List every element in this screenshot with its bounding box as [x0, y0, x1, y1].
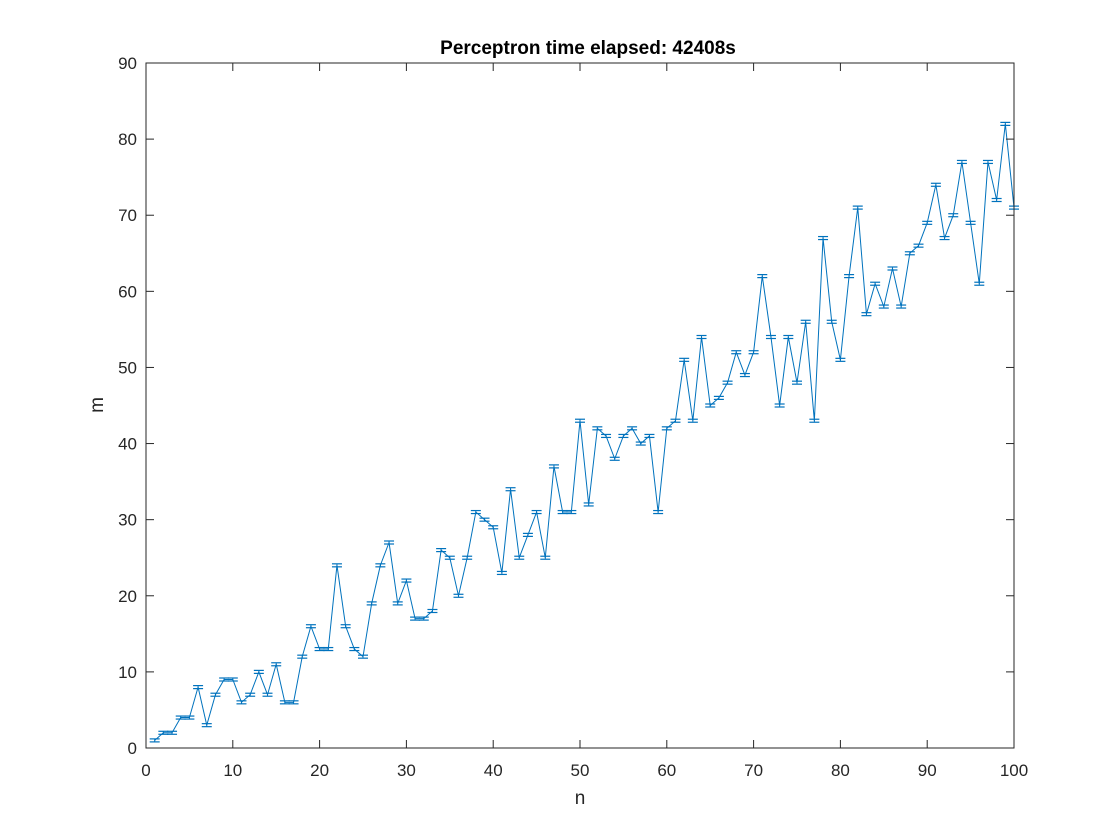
x-tick-label: 60	[657, 761, 676, 780]
y-tick-label: 30	[118, 511, 137, 530]
y-tick-label: 60	[118, 282, 137, 301]
x-tick-label: 30	[397, 761, 416, 780]
y-tick-label: 90	[118, 54, 137, 73]
y-tick-label: 70	[118, 206, 137, 225]
x-tick-label: 40	[484, 761, 503, 780]
y-tick-label: 40	[118, 435, 137, 454]
y-tick-label: 50	[118, 358, 137, 377]
plot-area	[146, 63, 1014, 748]
y-tick-label: 10	[118, 663, 137, 682]
x-tick-label: 50	[571, 761, 590, 780]
y-tick-label: 0	[128, 739, 137, 758]
x-axis-label: n	[575, 788, 586, 809]
x-tick-label: 80	[831, 761, 850, 780]
chart-title: Perceptron time elapsed: 42408s	[440, 38, 736, 59]
series-line	[154, 123, 1015, 741]
x-tick-label: 10	[223, 761, 242, 780]
y-tick-label: 20	[118, 587, 137, 606]
x-tick-label: 20	[310, 761, 329, 780]
x-tick-label: 100	[1000, 761, 1028, 780]
y-tick-label: 80	[118, 130, 137, 149]
x-tick-label: 90	[918, 761, 937, 780]
axes: 0 10 20 30 40 50 60 70 80 90 100 0 10 20 30 40 50 60 70 80 9…	[118, 54, 1028, 780]
x-tick-label: 0	[141, 761, 150, 780]
data-series	[149, 121, 1019, 743]
x-tick-label: 70	[744, 761, 763, 780]
y-axis-label: m	[87, 397, 108, 413]
